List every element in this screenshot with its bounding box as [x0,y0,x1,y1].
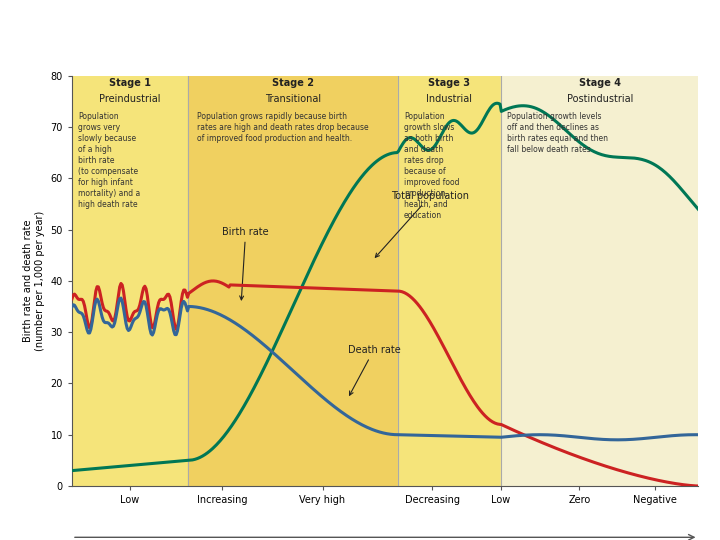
Text: Death rate: Death rate [348,345,400,395]
Bar [397,76,501,486]
Text: Population grows rapidly because birth
rates are high and death rates drop becau: Population grows rapidly because birth r… [197,111,369,143]
Text: Preindustrial: Preindustrial [99,93,161,104]
Text: Stage 1: Stage 1 [109,78,151,88]
Bar [188,76,397,486]
Text: Transitional: Transitional [265,93,321,104]
Text: Postindustrial: Postindustrial [567,93,633,104]
Text: Stage 3: Stage 3 [428,78,470,88]
Text: Birth rate: Birth rate [222,227,269,300]
Text: Population
growth slows
as both birth
and death
rates drop
because of
improved f: Population growth slows as both birth an… [404,111,459,220]
Y-axis label: Birth rate and death rate
(number per 1,000 per year): Birth rate and death rate (number per 1,… [24,211,45,351]
Text: Four Stages of the Demographic Transition: Four Stages of the Demographic Transitio… [22,18,720,47]
Text: Stage 4: Stage 4 [579,78,621,88]
Text: Stage 2: Stage 2 [272,78,314,88]
Text: Population
grows very
slowly because
of a high
birth rate
(to compensate
for hig: Population grows very slowly because of … [78,111,140,210]
Text: Population growth levels
off and then declines as
birth rates equal and then
fal: Population growth levels off and then de… [508,111,608,154]
Bar [72,76,188,486]
Bar [501,76,698,486]
Text: Total population: Total population [375,191,469,257]
Text: Industrial: Industrial [426,93,472,104]
